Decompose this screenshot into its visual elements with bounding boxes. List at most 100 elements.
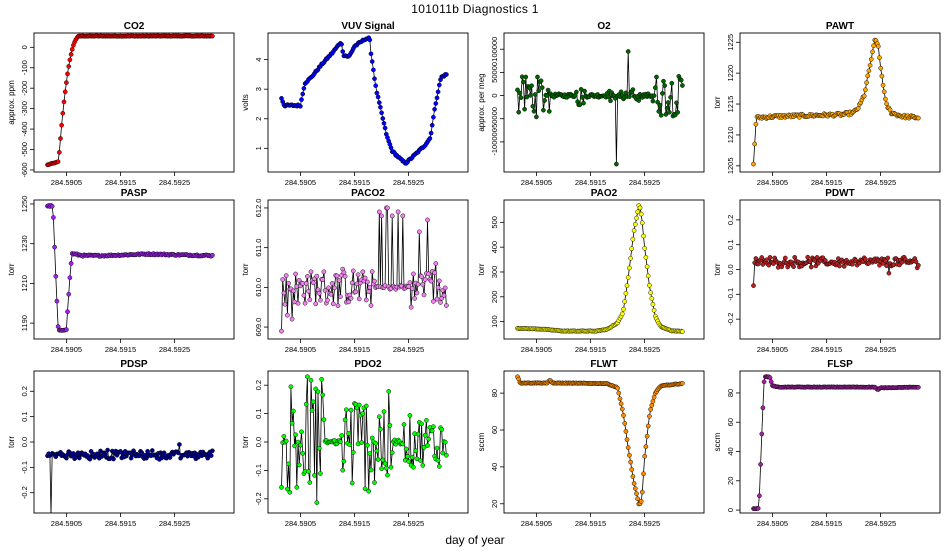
data-point <box>341 458 347 464</box>
data-point <box>621 413 626 418</box>
x-tick-label: 284.5925 <box>865 178 896 187</box>
data-point <box>753 121 759 127</box>
data-point <box>887 107 893 113</box>
data-point <box>325 297 330 303</box>
data-point <box>385 205 390 211</box>
data-point <box>629 246 635 252</box>
x-tick-label: 284.5915 <box>105 178 136 187</box>
data-point <box>759 431 765 437</box>
data-point <box>366 289 372 294</box>
data-point <box>651 93 657 99</box>
x-tick-label: 284.5925 <box>159 345 190 354</box>
data-point <box>366 488 372 494</box>
y-axis-label: approx. per meg <box>477 73 486 131</box>
y-tick-label: 0.0 <box>254 437 263 447</box>
data-point <box>288 384 294 390</box>
data-point <box>314 500 320 505</box>
data-point <box>753 256 759 261</box>
data-point <box>429 122 435 128</box>
x-tick-label: 284.5905 <box>757 178 788 187</box>
series-line <box>753 39 919 165</box>
plot-frame <box>739 370 941 514</box>
data-point <box>440 450 446 456</box>
data-point <box>387 423 393 428</box>
data-point <box>436 464 442 469</box>
x-tick-label: 284.5915 <box>575 178 606 187</box>
panel-title: PDWT <box>825 188 854 199</box>
data-point <box>279 485 284 490</box>
data-point <box>305 274 310 279</box>
data-point <box>279 328 284 334</box>
data-point <box>442 439 448 445</box>
plot-frame <box>739 32 941 173</box>
data-point <box>530 103 536 109</box>
data-point <box>341 270 347 275</box>
data-point <box>381 409 387 414</box>
data-point <box>368 303 374 308</box>
plot-frame <box>503 370 705 514</box>
data-point <box>161 450 167 456</box>
panel-title: FLSP <box>827 359 853 370</box>
data-point <box>541 107 546 113</box>
y-axis-label: torr <box>7 436 16 448</box>
data-point <box>916 115 921 121</box>
data-point <box>385 472 390 478</box>
data-point <box>435 285 441 290</box>
data-point <box>293 271 298 277</box>
data-point <box>340 49 346 54</box>
data-point <box>523 74 529 80</box>
data-point <box>55 159 61 165</box>
data-point <box>656 109 662 114</box>
y-tick-label: -100000 <box>490 128 499 156</box>
data-point <box>435 458 441 463</box>
data-point <box>373 440 379 446</box>
data-point <box>431 299 436 304</box>
data-point <box>321 269 327 275</box>
data-point <box>655 99 660 105</box>
data-point <box>49 203 55 209</box>
data-point <box>309 408 315 413</box>
series-line <box>281 207 447 332</box>
data-point <box>868 56 874 62</box>
data-point <box>545 87 551 93</box>
data-point <box>378 104 383 110</box>
data-point <box>380 116 386 121</box>
data-point <box>360 269 366 275</box>
data-point <box>362 486 368 492</box>
data-point <box>884 263 889 269</box>
data-point <box>49 513 53 517</box>
x-tick-label: 284.5905 <box>51 519 82 528</box>
data-point <box>287 489 293 495</box>
data-point <box>654 74 659 80</box>
data-point <box>359 440 364 445</box>
y-tick-label: 0.1 <box>254 408 263 418</box>
data-point <box>638 499 644 504</box>
y-tick-label: 1210 <box>20 275 29 292</box>
data-point <box>310 280 316 286</box>
data-point <box>635 209 640 215</box>
data-point <box>409 286 415 291</box>
x-tick-label: 284.5915 <box>575 345 606 354</box>
data-point <box>752 141 758 147</box>
data-point <box>644 433 650 439</box>
data-point <box>372 480 377 485</box>
data-point <box>532 92 538 97</box>
data-point <box>346 431 351 436</box>
data-point <box>837 263 842 269</box>
data-point <box>622 299 628 304</box>
data-point <box>639 220 645 226</box>
data-point <box>542 98 547 103</box>
x-tick-label: 284.5905 <box>521 178 552 187</box>
y-tick-label: 0 <box>20 45 29 49</box>
data-point <box>301 86 307 91</box>
data-point <box>608 98 613 104</box>
x-tick-label: 284.5905 <box>757 519 788 528</box>
figure-title: 101011b Diagnostics 1 <box>411 2 539 16</box>
data-point <box>280 277 286 282</box>
data-point <box>680 380 685 386</box>
data-point <box>332 285 337 291</box>
data-point <box>435 89 441 95</box>
series-flwt <box>515 374 685 507</box>
plot-frame <box>267 199 469 340</box>
data-point <box>282 301 288 307</box>
